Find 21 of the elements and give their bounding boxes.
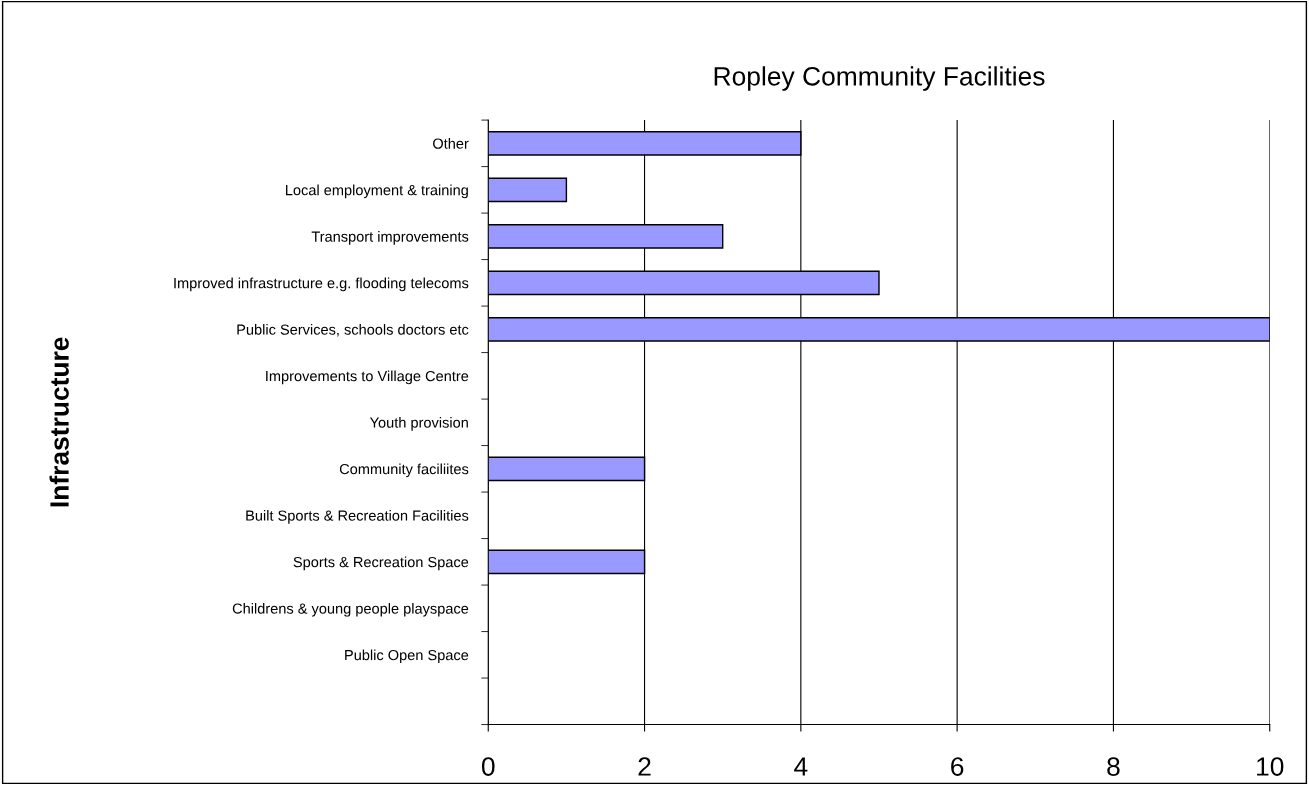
bar [488,177,568,203]
y-tick-label: Built Sports & Recreation Facilities [246,510,469,524]
y-tick-label: Local employment & training [286,184,468,199]
x-tick-label: 0 [481,757,495,776]
y-tick-label: Community faciliites [339,463,469,478]
x-tick-label: 10 [1257,757,1284,776]
x-tick-label: 6 [951,757,964,776]
y-tick-label: Other [433,138,469,149]
y-tick-label: Childrens & young people playspace [232,603,469,617]
y-axis-title: Infrastructure [49,337,69,507]
x-tick-label: 8 [1107,757,1120,776]
y-tick-label: Transport improvements [311,231,469,245]
y-tick-label: Public Services, schools doctors etc [237,324,469,337]
y-tick-label: Public Open Space [345,649,469,664]
y-tick-label: Youth provision [369,417,468,431]
chart-title: Ropley Community Facilities [714,66,1045,91]
y-tick-label: Sports & Recreation Space [293,556,469,571]
y-tick-label: Improvements to Village Centre [266,370,469,385]
x-tick-label: 4 [794,757,808,776]
x-tick-label: 2 [638,757,651,776]
y-tick-label: Improved infrastructure e.g. flooding telecoms [174,277,469,292]
